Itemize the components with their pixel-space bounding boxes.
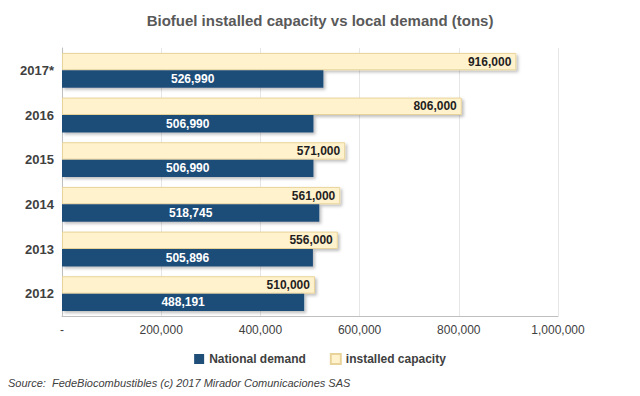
svg-text:400,000: 400,000 bbox=[239, 323, 283, 337]
svg-text:2017*: 2017* bbox=[20, 63, 55, 78]
svg-text:571,000: 571,000 bbox=[297, 144, 341, 158]
svg-text:Source: FedeBiocombustibles (: Source: FedeBiocombustibles (c) 2017 Mir… bbox=[8, 377, 351, 389]
svg-text:561,000: 561,000 bbox=[292, 189, 336, 203]
svg-text:200,000: 200,000 bbox=[140, 323, 184, 337]
svg-text:526,990: 526,990 bbox=[171, 72, 215, 86]
svg-text:2013: 2013 bbox=[25, 242, 54, 257]
svg-text:installed capacity: installed capacity bbox=[346, 352, 446, 366]
svg-text:556,000: 556,000 bbox=[289, 233, 333, 247]
svg-text:2016: 2016 bbox=[25, 108, 54, 123]
svg-text:505,896: 505,896 bbox=[166, 251, 210, 265]
svg-text:806,000: 806,000 bbox=[413, 99, 457, 113]
svg-text:800,000: 800,000 bbox=[437, 323, 481, 337]
svg-text:916,000: 916,000 bbox=[468, 55, 512, 69]
svg-text:-: - bbox=[60, 323, 64, 337]
svg-text:506,990: 506,990 bbox=[166, 161, 210, 175]
svg-text:National demand: National demand bbox=[209, 352, 306, 366]
svg-text:2012: 2012 bbox=[25, 286, 54, 301]
svg-text:488,191: 488,191 bbox=[161, 295, 205, 309]
svg-text:510,000: 510,000 bbox=[267, 278, 311, 292]
svg-text:Biofuel installed capacity vs: Biofuel installed capacity vs local dema… bbox=[147, 12, 494, 29]
svg-text:2015: 2015 bbox=[25, 152, 54, 167]
svg-text:600,000: 600,000 bbox=[338, 323, 382, 337]
svg-text:2014: 2014 bbox=[25, 197, 55, 212]
svg-text:518,745: 518,745 bbox=[169, 206, 213, 220]
svg-text:506,990: 506,990 bbox=[166, 117, 210, 131]
svg-text:1,000,000: 1,000,000 bbox=[531, 323, 585, 337]
